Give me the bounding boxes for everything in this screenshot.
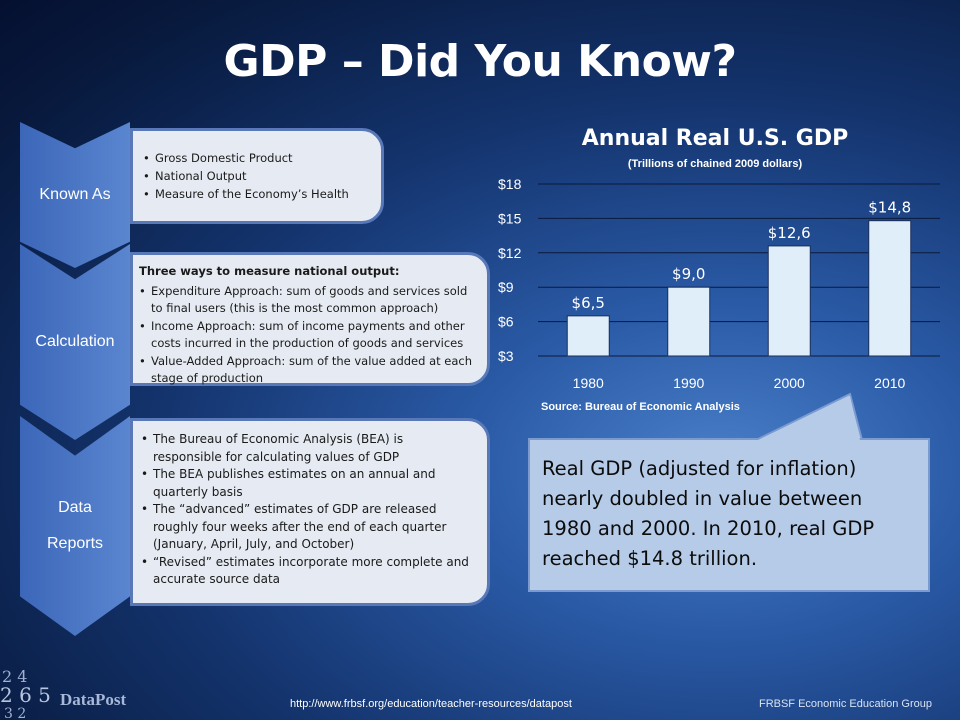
panel-data-reports: The Bureau of Economic Analysis (BEA) is… — [130, 418, 490, 606]
bar — [667, 286, 711, 357]
datapost-logo-icon: 2 4 2 6 5 3 2 — [0, 667, 51, 720]
y-tick-label: $18 — [498, 176, 522, 192]
chevron-known-as: Known As — [20, 122, 130, 268]
chevron-label-line1: Data — [58, 499, 92, 516]
list-item: Income Approach: sum of income payments … — [139, 318, 477, 353]
x-tick-label: 1980 — [573, 375, 604, 391]
svg-text:3 2: 3 2 — [4, 706, 26, 720]
list-item: The BEA publishes estimates on an annual… — [141, 466, 473, 501]
callout-tail-join — [758, 396, 860, 440]
data-label: $6,5 — [572, 294, 605, 312]
bar — [566, 315, 610, 357]
bullet-list: Gross Domestic Product National Output M… — [143, 149, 371, 203]
data-label: $14,8 — [868, 199, 911, 217]
list-item: Expenditure Approach: sum of goods and s… — [139, 283, 477, 318]
callout-text: Real GDP (adjusted for inflation) nearly… — [542, 457, 875, 570]
data-label: $12,6 — [768, 224, 811, 242]
gdp-bar-chart: $3 $6 $9 $12 $15 $18 $6,5 1980 $9,0 1990 $12,6 2000… — [498, 176, 940, 391]
bar — [767, 245, 811, 357]
list-item: The “advanced” estimates of GDP are rele… — [141, 501, 473, 554]
chevron-calculation: Calculation — [20, 244, 130, 440]
panel-calculation: Three ways to measure national output: E… — [130, 252, 490, 386]
chevron-label: Known As — [39, 186, 111, 203]
x-tick-label: 2010 — [874, 375, 905, 391]
list-item: National Output — [143, 167, 371, 185]
chevron-label-line2: Reports — [46, 535, 104, 552]
bullet-list: Expenditure Approach: sum of goods and s… — [139, 283, 477, 388]
datapost-logo-text: DataPost — [60, 690, 127, 709]
bullet-list: The Bureau of Economic Analysis (BEA) is… — [141, 431, 473, 589]
list-item: “Revised” estimates incorporate more com… — [141, 554, 473, 589]
panel-known-as: Gross Domestic Product National Output M… — [130, 128, 384, 224]
slide-title: GDP – Did You Know? — [223, 36, 737, 87]
callout-box: Real GDP (adjusted for inflation) nearly… — [528, 438, 930, 592]
chevron-label: Calculation — [35, 333, 115, 350]
y-tick-label: $3 — [498, 348, 514, 364]
footer-link[interactable]: http://www.frbsf.org/education/teacher-r… — [290, 698, 572, 710]
bar — [868, 220, 912, 357]
y-tick-label: $9 — [498, 279, 514, 295]
x-tick-label: 1990 — [673, 375, 704, 391]
svg-text:2 6 5: 2 6 5 — [0, 683, 51, 707]
panel-heading: Three ways to measure national output: — [139, 264, 400, 278]
list-item: Value-Added Approach: sum of the value a… — [139, 353, 477, 388]
y-tick-label: $15 — [498, 210, 522, 226]
chart-subtitle: (Trillions of chained 2009 dollars) — [627, 158, 803, 170]
y-tick-label: $6 — [498, 314, 514, 330]
footer-org: FRBSF Economic Education Group — [758, 698, 932, 710]
y-tick-label: $12 — [498, 245, 522, 261]
chart-source: Source: Bureau of Economic Analysis — [541, 401, 740, 413]
svg-text:2 4: 2 4 — [2, 667, 27, 686]
list-item: Measure of the Economy’s Health — [143, 185, 371, 203]
list-item: Gross Domestic Product — [143, 149, 371, 167]
data-label: $9,0 — [672, 265, 705, 283]
x-tick-label: 2000 — [774, 375, 805, 391]
list-item: The Bureau of Economic Analysis (BEA) is… — [141, 431, 473, 466]
chevron-data-reports: Data Reports — [20, 416, 130, 636]
chart-title: Annual Real U.S. GDP — [581, 126, 849, 151]
